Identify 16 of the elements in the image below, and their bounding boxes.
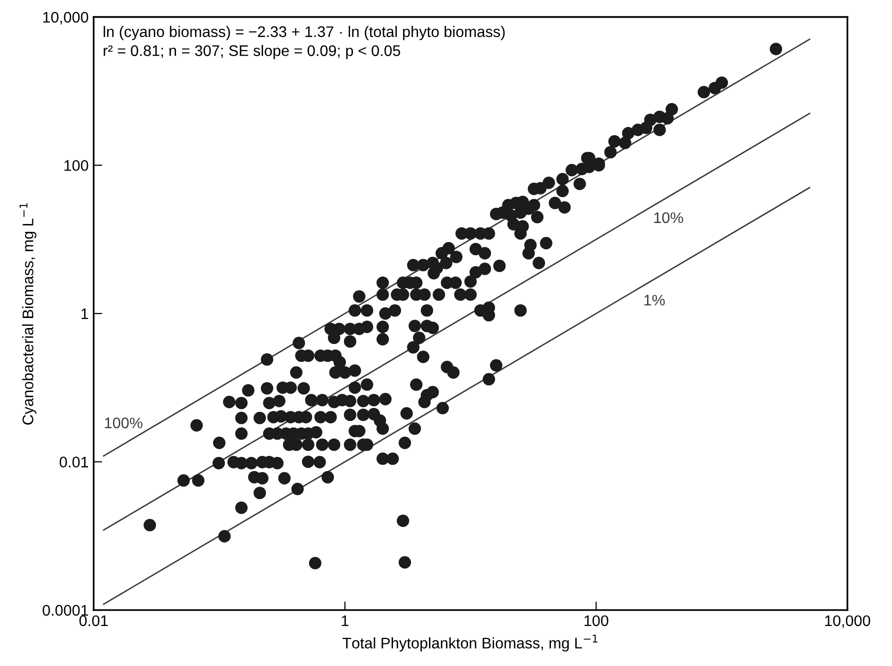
annotation: ln (cyano biomass) = −2.33 + 1.37 · ln (total phyto biomass) — [104, 26, 505, 40]
series-label: 10% — [654, 212, 684, 224]
x-tick-label: 1 — [342, 615, 348, 626]
y-tick-label: 0.01 — [60, 456, 88, 468]
y-axis-title: Cyanobacterial Biomass, mg L$^{−1}$ — [20, 203, 36, 425]
y-tick-label: 10,000 — [43, 12, 88, 24]
annotation: r² = 0.81; n = 307; SE slope = 0.09; p < 0.05 — [104, 44, 400, 60]
y-tick-label: 1 — [81, 308, 88, 320]
y-tick-label: 100 — [64, 160, 88, 171]
x-tick-label: 10,000 — [825, 615, 870, 628]
x-axis-title: Total Phytoplankton Biomass, mg L$^{−1}$ — [342, 634, 598, 652]
series-label: 100% — [105, 418, 142, 428]
x-tick-label: 0.01 — [79, 615, 108, 626]
x-tick-label: 100 — [584, 615, 608, 626]
series-label: 1% — [644, 294, 665, 306]
y-tick-label: 0.0001 — [42, 604, 88, 616]
